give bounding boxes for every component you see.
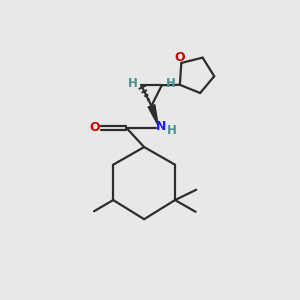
Text: N: N (156, 120, 166, 133)
Polygon shape (148, 105, 158, 126)
Text: H: H (128, 77, 138, 90)
Text: O: O (175, 50, 185, 64)
Text: H: H (166, 77, 176, 90)
Text: H: H (167, 124, 177, 137)
Text: O: O (90, 122, 100, 134)
